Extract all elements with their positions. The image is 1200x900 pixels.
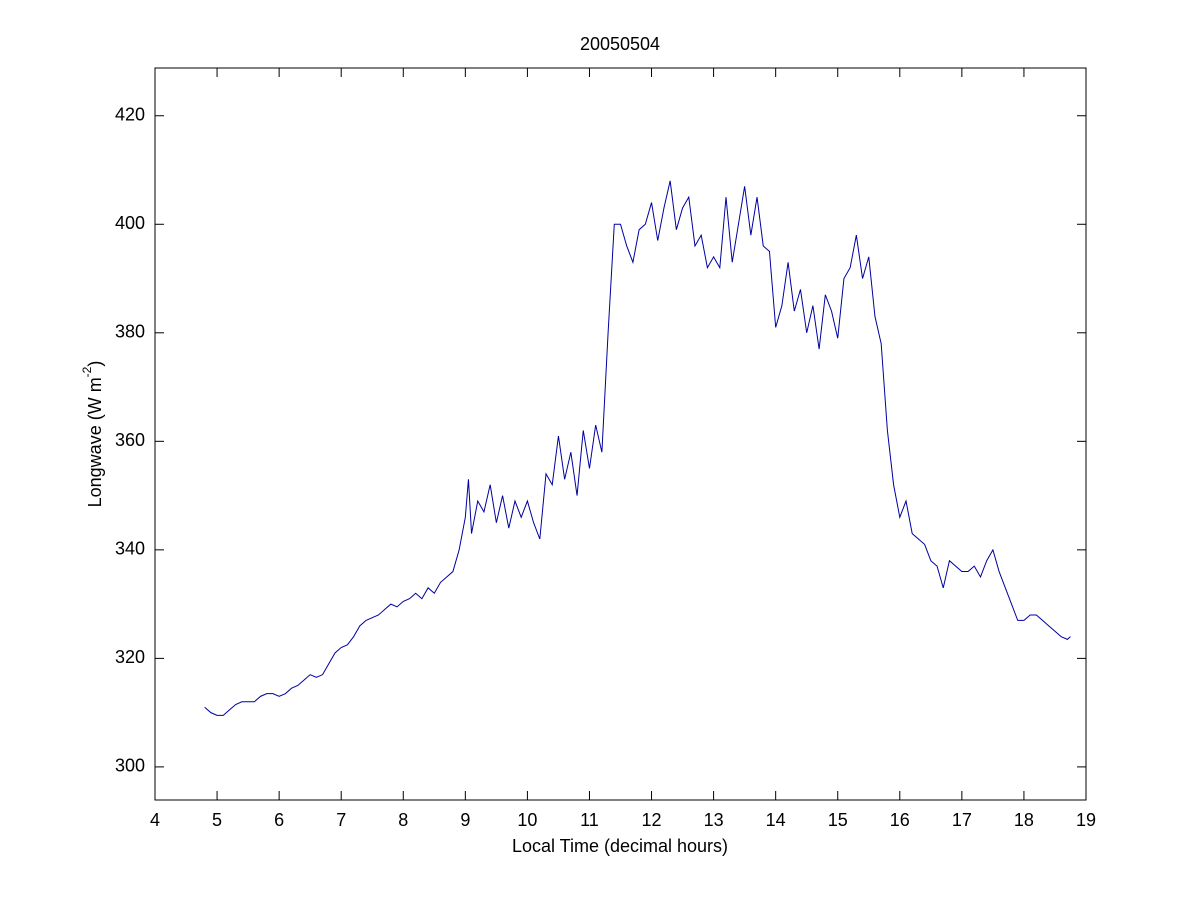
x-tick-label: 18 (1014, 810, 1034, 830)
x-tick-label: 8 (398, 810, 408, 830)
x-tick-label: 11 (580, 810, 599, 830)
y-tick-label: 340 (115, 539, 145, 559)
y-axis-label-end: ) (85, 361, 105, 367)
x-tick-label: 19 (1076, 810, 1096, 830)
x-tick-label: 4 (150, 810, 160, 830)
y-axis-label-text: Longwave (W m (85, 377, 105, 507)
y-tick-label: 360 (115, 430, 145, 450)
x-tick-label: 6 (274, 810, 284, 830)
y-tick-label: 300 (115, 756, 145, 776)
plot-area (154, 67, 1087, 801)
x-tick-label: 16 (890, 810, 910, 830)
x-tick-label: 12 (642, 810, 662, 830)
chart-title: 20050504 (580, 34, 660, 54)
y-axis-label: Longwave (W m-2) (80, 361, 105, 508)
x-tick-label: 9 (460, 810, 470, 830)
x-tick-label: 15 (828, 810, 848, 830)
x-tick-label: 17 (952, 810, 972, 830)
y-tick-label: 400 (115, 213, 145, 233)
y-tick-label: 380 (115, 322, 145, 342)
x-tick-label: 5 (212, 810, 222, 830)
x-tick-label: 7 (336, 810, 346, 830)
x-tick-label: 13 (704, 810, 724, 830)
x-tick-label: 10 (517, 810, 537, 830)
x-tick-label: 14 (766, 810, 786, 830)
y-axis-label-sup: -2 (80, 366, 94, 377)
y-tick-label: 420 (115, 105, 145, 125)
data-line (204, 180, 1071, 716)
y-tick-label: 320 (115, 647, 145, 667)
x-axis-label: Local Time (decimal hours) (512, 836, 728, 856)
